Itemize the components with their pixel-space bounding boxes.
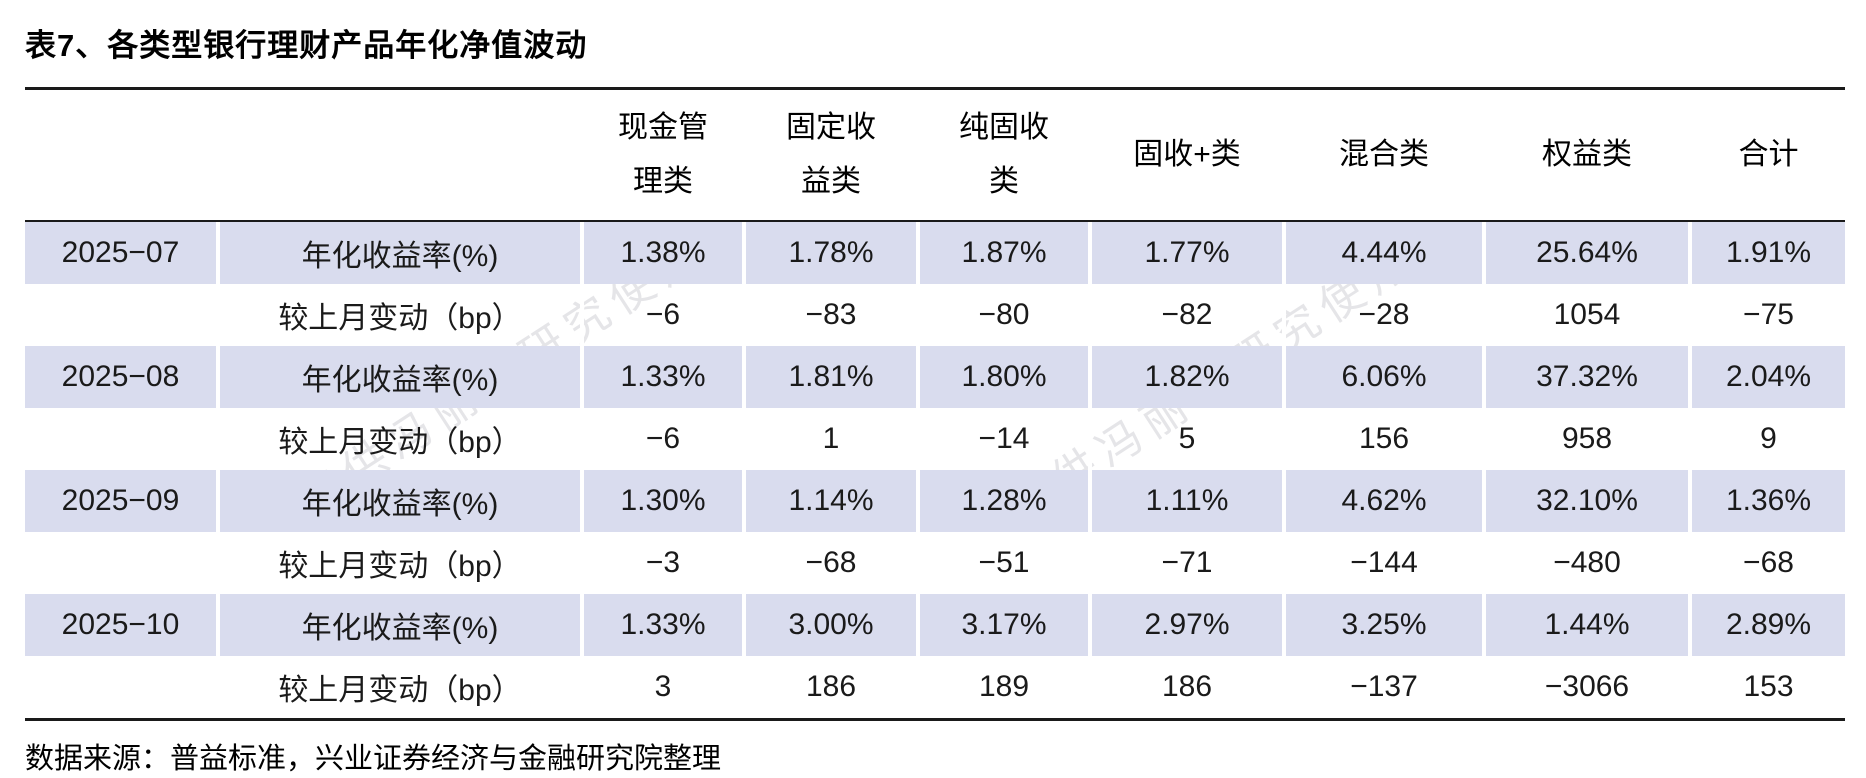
value-cell: 1.44% — [1482, 594, 1690, 656]
value-cell: 1.81% — [742, 346, 918, 408]
period-cell — [25, 408, 218, 470]
value-cell: 1.36% — [1688, 470, 1845, 532]
value-cell: −80 — [916, 284, 1090, 346]
table-row: 2025−07 年化收益率(%) 1.38% 1.78% 1.87% 1.77%… — [25, 222, 1845, 284]
value-cell: 1.77% — [1088, 222, 1284, 284]
value-cell: 6.06% — [1282, 346, 1484, 408]
value-cell: 3.00% — [742, 594, 918, 656]
table-row: 2025−08 年化收益率(%) 1.33% 1.81% 1.80% 1.82%… — [25, 346, 1845, 408]
value-cell: 1.30% — [580, 470, 744, 532]
value-cell: 1.91% — [1688, 222, 1845, 284]
header-cash-management: 现金管 理类 — [580, 90, 744, 220]
value-cell: −6 — [580, 408, 744, 470]
table-row: 较上月变动（bp） −3 −68 −51 −71 −144 −480 −68 — [25, 532, 1845, 594]
value-cell: 3.17% — [916, 594, 1090, 656]
table-header: 现金管 理类 固定收 益类 纯固收 类 固收+类 混合类 权益类 合计 — [25, 90, 1845, 220]
metric-label-cell: 年化收益率(%) — [216, 470, 582, 532]
metric-label-cell: 较上月变动（bp） — [216, 408, 582, 470]
value-cell: −3066 — [1482, 656, 1690, 718]
value-cell: 9 — [1688, 408, 1845, 470]
value-cell: −480 — [1482, 532, 1690, 594]
value-cell: −14 — [916, 408, 1090, 470]
header-row: 现金管 理类 固定收 益类 纯固收 类 固收+类 混合类 权益类 合计 — [25, 90, 1845, 220]
value-cell: 1.82% — [1088, 346, 1284, 408]
period-cell — [25, 656, 218, 718]
value-cell: 189 — [916, 656, 1090, 718]
value-cell: 32.10% — [1482, 470, 1690, 532]
value-cell: 186 — [1088, 656, 1284, 718]
header-metric — [216, 90, 582, 220]
value-cell: 1.80% — [916, 346, 1090, 408]
value-cell: 156 — [1282, 408, 1484, 470]
value-cell: 1.28% — [916, 470, 1090, 532]
value-cell: −144 — [1282, 532, 1484, 594]
value-cell: 37.32% — [1482, 346, 1690, 408]
table-title: 表7、各类型银行理财产品年化净值波动 — [25, 28, 588, 63]
value-cell: 25.64% — [1482, 222, 1690, 284]
value-cell: −6 — [580, 284, 744, 346]
value-cell: 2.04% — [1688, 346, 1845, 408]
table-row: 2025−09 年化收益率(%) 1.30% 1.14% 1.28% 1.11%… — [25, 470, 1845, 532]
header-total: 合计 — [1688, 90, 1845, 220]
value-cell: −82 — [1088, 284, 1284, 346]
table-body: 2025−07 年化收益率(%) 1.38% 1.78% 1.87% 1.77%… — [25, 220, 1845, 718]
value-cell: 1.78% — [742, 222, 918, 284]
value-cell: 958 — [1482, 408, 1690, 470]
metric-label-cell: 较上月变动（bp） — [216, 532, 582, 594]
metric-label-cell: 较上月变动（bp） — [216, 656, 582, 718]
header-fixed-income: 固定收 益类 — [742, 90, 918, 220]
value-cell: −75 — [1688, 284, 1845, 346]
yield-volatility-table: 现金管 理类 固定收 益类 纯固收 类 固收+类 混合类 权益类 合计 2025… — [25, 90, 1845, 718]
value-cell: 1.38% — [580, 222, 744, 284]
header-period — [25, 90, 218, 220]
metric-label-cell: 年化收益率(%) — [216, 346, 582, 408]
value-cell: −68 — [742, 532, 918, 594]
value-cell: 1054 — [1482, 284, 1690, 346]
value-cell: 1.14% — [742, 470, 918, 532]
metric-label-cell: 年化收益率(%) — [216, 594, 582, 656]
value-cell: −51 — [916, 532, 1090, 594]
table-row: 2025−10 年化收益率(%) 1.33% 3.00% 3.17% 2.97%… — [25, 594, 1845, 656]
value-cell: −28 — [1282, 284, 1484, 346]
header-fixed-income-plus: 固收+类 — [1088, 90, 1284, 220]
value-cell: −71 — [1088, 532, 1284, 594]
header-separator-row — [25, 220, 1845, 222]
metric-label-cell: 年化收益率(%) — [216, 222, 582, 284]
value-cell: 1.11% — [1088, 470, 1284, 532]
header-equity: 权益类 — [1482, 90, 1690, 220]
period-cell: 2025−08 — [25, 346, 218, 408]
value-cell: 1.33% — [580, 346, 744, 408]
period-cell: 2025−07 — [25, 222, 218, 284]
value-cell: 1 — [742, 408, 918, 470]
value-cell: 1.87% — [916, 222, 1090, 284]
period-cell — [25, 284, 218, 346]
bottom-rule — [25, 718, 1845, 721]
table-row: 较上月变动（bp） 3 186 189 186 −137 −3066 153 — [25, 656, 1845, 718]
value-cell: −83 — [742, 284, 918, 346]
period-cell: 2025−10 — [25, 594, 218, 656]
value-cell: 5 — [1088, 408, 1284, 470]
data-source-note: 数据来源：普益标准，兴业证券经济与金融研究院整理 — [25, 743, 722, 775]
table-row: 较上月变动（bp） −6 1 −14 5 156 958 9 — [25, 408, 1845, 470]
value-cell: 3.25% — [1282, 594, 1484, 656]
period-cell — [25, 532, 218, 594]
value-cell: 4.62% — [1282, 470, 1484, 532]
value-cell: −68 — [1688, 532, 1845, 594]
value-cell: 4.44% — [1282, 222, 1484, 284]
header-hybrid: 混合类 — [1282, 90, 1484, 220]
table-row: 较上月变动（bp） −6 −83 −80 −82 −28 1054 −75 — [25, 284, 1845, 346]
value-cell: −3 — [580, 532, 744, 594]
value-cell: −137 — [1282, 656, 1484, 718]
value-cell: 3 — [580, 656, 744, 718]
value-cell: 153 — [1688, 656, 1845, 718]
metric-label-cell: 较上月变动（bp） — [216, 284, 582, 346]
value-cell: 2.97% — [1088, 594, 1284, 656]
header-pure-fixed-income: 纯固收 类 — [916, 90, 1090, 220]
period-cell: 2025−09 — [25, 470, 218, 532]
value-cell: 2.89% — [1688, 594, 1845, 656]
value-cell: 186 — [742, 656, 918, 718]
value-cell: 1.33% — [580, 594, 744, 656]
top-rule — [25, 87, 1845, 90]
